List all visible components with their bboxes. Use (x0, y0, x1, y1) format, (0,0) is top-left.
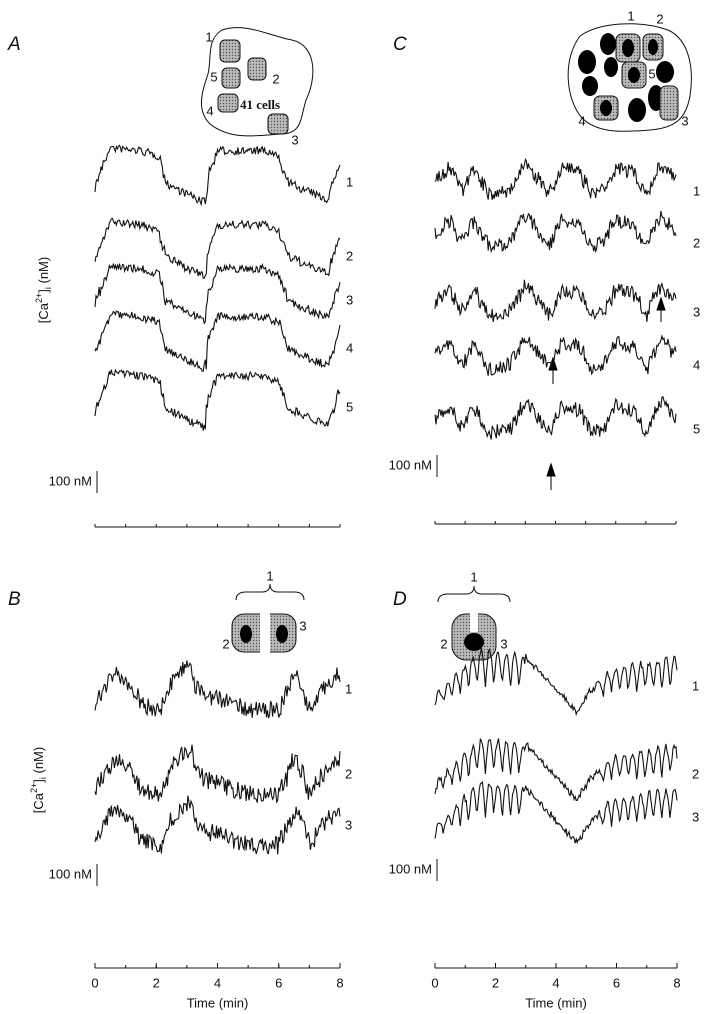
label-part: [Ca (31, 792, 46, 813)
scale-bar-label: 100 nM (49, 866, 92, 881)
trace-label: 2 (346, 248, 353, 263)
islet-diagram (567, 23, 692, 132)
trace-label: 2 (345, 766, 352, 781)
label-part: (nM) (36, 257, 51, 287)
trace (434, 157, 677, 200)
label-sup: 2+ (34, 293, 44, 303)
cell-label: 4 (578, 113, 585, 128)
cell-label: 3 (299, 618, 306, 633)
cell-label: 5 (210, 69, 217, 84)
cell-label: 2 (272, 71, 279, 86)
trace (94, 217, 341, 279)
x-tick-label: 0 (431, 975, 438, 990)
trace (94, 744, 341, 804)
trace-label: 5 (346, 399, 353, 414)
x-tick-label: 4 (214, 975, 221, 990)
x-tick-label: 2 (492, 975, 499, 990)
trace-label: 4 (693, 357, 700, 372)
panel-letter: B (8, 589, 21, 610)
cell-label: 2 (222, 636, 229, 651)
cell-label: 3 (500, 636, 507, 651)
y-axis-title: [Ca2+]i (nM) (34, 257, 53, 323)
cell-diagram (437, 585, 511, 661)
trace-label: 1 (693, 183, 700, 198)
cell-label: 1 (470, 569, 477, 584)
cell-label: 4 (206, 103, 213, 118)
trace (434, 279, 677, 323)
x-tick-label: 0 (91, 975, 98, 990)
cell-label: 1 (627, 8, 634, 23)
x-tick-label: 6 (613, 975, 620, 990)
label-sub: i (38, 777, 48, 779)
label-part: ] (36, 289, 51, 293)
panel-letter: A (7, 34, 21, 55)
label-sup: 2+ (29, 783, 39, 793)
cell-diagram (231, 583, 305, 654)
trace (94, 795, 341, 855)
islet-diagram (201, 27, 314, 137)
cell-count: 41 cells (240, 97, 280, 112)
trace-label: 1 (692, 678, 699, 693)
trace (434, 780, 678, 845)
label-sub: i (43, 287, 53, 289)
x-tick-label: 8 (673, 975, 680, 990)
trace (94, 660, 341, 719)
trace-label: 2 (693, 235, 700, 250)
trace-label: 5 (693, 421, 700, 436)
cell-label: 5 (648, 66, 655, 81)
label-part: [Ca (36, 302, 51, 323)
label-part: ] (31, 779, 46, 783)
trace (94, 368, 341, 431)
cell-label: 2 (656, 11, 663, 26)
x-tick-label: 8 (336, 975, 343, 990)
trace-label: 1 (346, 174, 353, 189)
trace-label: 1 (345, 681, 352, 696)
x-axis-title: Time (min) (525, 995, 587, 1010)
panel-letter: C (393, 34, 407, 55)
x-axis-title: Time (min) (187, 995, 249, 1010)
cell-label: 3 (681, 113, 688, 128)
cell-label: 2 (440, 636, 447, 651)
x-tick-label: 4 (552, 975, 559, 990)
trace (434, 647, 678, 717)
trace (94, 262, 341, 325)
cell-label: 3 (291, 132, 298, 147)
cell-label: 1 (266, 568, 273, 583)
trace (434, 210, 677, 254)
trace-label: 3 (346, 292, 353, 307)
cell-label: 1 (205, 29, 212, 44)
trace (434, 738, 678, 802)
panel-letter: D (393, 589, 407, 610)
scale-bar-label: 100 nM (389, 861, 432, 876)
x-tick-label: 2 (153, 975, 160, 990)
trace-label: 2 (692, 766, 699, 781)
trace-label: 4 (346, 340, 353, 355)
y-axis-title: [Ca2+]i (nM) (29, 747, 48, 813)
label-part: (nM) (31, 747, 46, 777)
trace (434, 334, 677, 376)
trace (434, 395, 677, 440)
trace-label: 3 (345, 817, 352, 832)
scale-bar-label: 100 nM (389, 457, 432, 472)
trace-label: 3 (692, 809, 699, 824)
scale-bar-label: 100 nM (49, 473, 92, 488)
x-tick-label: 6 (275, 975, 282, 990)
trace-label: 3 (693, 304, 700, 319)
trace (94, 144, 341, 207)
trace (94, 310, 341, 372)
arrow (546, 296, 666, 490)
